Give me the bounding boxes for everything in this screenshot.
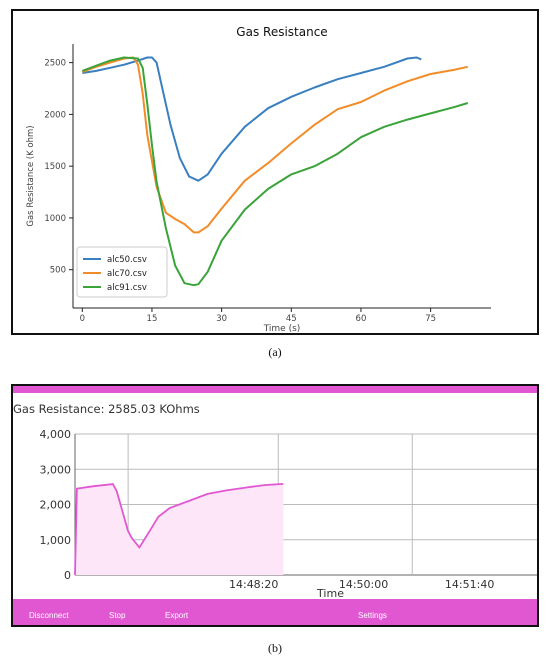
x-axis-label: Time	[316, 587, 344, 600]
bottom-toolbar: Disconnect Stop Export Settings	[13, 599, 537, 625]
y-tick-label: 1,000	[40, 534, 72, 547]
y-tick-label: 2000	[44, 110, 66, 120]
y-tick-label: 2500	[44, 59, 66, 69]
chart-panel-a: Gas Resistance 0 15 30 45 60 75 500 1000 1500 2000…	[11, 9, 539, 335]
y-axis-label: Gas Resistance (K ohm)	[26, 125, 36, 226]
x-tick-label: 45	[286, 314, 297, 324]
legend-label: alc50.csv	[107, 255, 147, 265]
x-tick-label: 60	[356, 314, 367, 324]
stop-button[interactable]: Stop	[109, 611, 126, 620]
series-area-fill	[75, 483, 284, 575]
gas-resistance-line-chart: Gas Resistance 0 15 30 45 60 75 500 1000 1500 2000…	[26, 25, 491, 334]
caption-b: (b)	[268, 641, 282, 655]
x-tick-label: 14:51:40	[445, 578, 494, 591]
gas-resistance-area-chart: 0 1,000 2,000 3,000 4,000 14:48:20 14:50:00 14:…	[40, 428, 537, 600]
disconnect-button[interactable]: Disconnect	[29, 611, 69, 620]
export-button[interactable]: Export	[165, 611, 189, 620]
y-tick-label: 1500	[44, 162, 66, 172]
app-panel-b: Gas Resistance: 2585.03 KOhms 0 1,000 2,00…	[11, 384, 539, 627]
y-tick-label: 1000	[44, 214, 66, 224]
settings-button[interactable]: Settings	[358, 611, 387, 620]
series-line-alc70	[81, 56, 469, 234]
x-tick-label: 14:48:20	[229, 578, 278, 591]
caption-a: (a)	[268, 345, 282, 359]
legend-label: alc70.csv	[107, 269, 147, 279]
x-tick-label: 0	[80, 314, 85, 324]
y-tick-label: 0	[64, 569, 71, 582]
x-tick-label: 14:50:00	[339, 578, 388, 591]
y-tick-label: 4,000	[40, 428, 72, 441]
y-tick-label: 3,000	[40, 463, 72, 476]
top-accent-bar	[13, 386, 537, 393]
y-tick-label: 2,000	[40, 499, 72, 512]
gas-resistance-readout: Gas Resistance: 2585.03 KOhms	[13, 402, 200, 416]
x-axis-label: Time (s)	[263, 324, 301, 333]
x-tick-label: 30	[216, 314, 227, 324]
series-line-alc91	[81, 56, 469, 287]
series-line	[74, 483, 284, 576]
y-tick-label: 500	[50, 266, 66, 276]
x-tick-label: 15	[147, 314, 158, 324]
series-line-alc50	[82, 56, 422, 182]
chart-title: Gas Resistance	[236, 25, 327, 39]
legend-label: alc91.csv	[107, 283, 147, 293]
x-tick-label: 75	[425, 314, 436, 324]
